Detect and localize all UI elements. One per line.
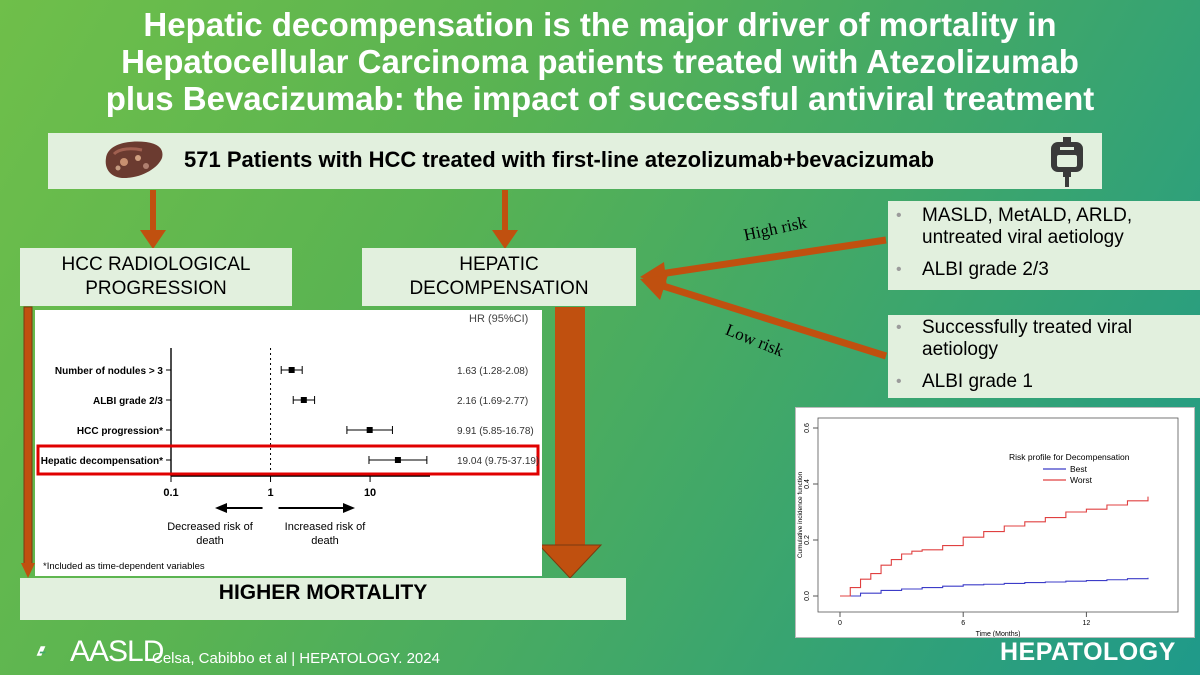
forest-hr-text: 19.04 (9.75-37.19) bbox=[457, 456, 539, 467]
radiological-progression-box: HCC RADIOLOGICAL PROGRESSION bbox=[20, 248, 292, 306]
thin-arrow-to-mortality bbox=[21, 306, 35, 578]
forest-row-label: Number of nodules > 3 bbox=[55, 366, 164, 377]
forest-x-tick-label: 10 bbox=[364, 487, 376, 499]
aasld-wordmark: AASLD bbox=[70, 635, 164, 668]
cif-frame bbox=[817, 417, 1179, 613]
decompensation-line-2: DECOMPENSATION bbox=[409, 278, 589, 299]
low-risk-item: Successfully treated viral aetiology bbox=[896, 317, 1200, 361]
forest-point bbox=[366, 427, 373, 433]
liver-image bbox=[105, 141, 163, 178]
down-arrow-to-decompensation bbox=[492, 190, 518, 249]
iv-bag-icon bbox=[1051, 137, 1083, 187]
higher-mortality-label: HIGHER MORTALITY bbox=[218, 581, 428, 604]
forest-hr-text: 9.91 (5.85-16.78) bbox=[457, 426, 534, 437]
forest-plot: HR (95%CI) 0.1 1 10 Number of nodules > 3 1.6… bbox=[35, 310, 542, 576]
cif-x-tick-label: 0 bbox=[838, 620, 842, 627]
hepatic-decompensation-box: HEPATIC DECOMPENSATION bbox=[362, 248, 636, 306]
headline-line-1: Hepatic decompensation is the major driv… bbox=[143, 6, 1057, 43]
cif-y-tick-label: 0.2 bbox=[804, 535, 811, 545]
increased-risk-label-2: death bbox=[311, 535, 339, 547]
forest-row-label: Hepatic decompensation* bbox=[41, 456, 163, 467]
cif-y-tick-label: 0.6 bbox=[804, 423, 811, 433]
forest-x-tick-label: 0.1 bbox=[163, 487, 178, 499]
higher-mortality-box: HIGHER MORTALITY bbox=[20, 578, 626, 620]
decreased-risk-label-1: Decreased risk of bbox=[167, 521, 254, 533]
patients-box: 571 Patients with HCC treated with first… bbox=[48, 133, 1102, 189]
low-risk-label: Low risk bbox=[722, 320, 787, 361]
increased-risk-arrowhead bbox=[343, 503, 355, 513]
cif-x-tick-label: 6 bbox=[961, 620, 965, 627]
forest-footnote: *Included as time-dependent variables bbox=[43, 561, 205, 572]
forest-point bbox=[394, 457, 401, 463]
patients-label: 571 Patients with HCC treated with first… bbox=[184, 147, 935, 172]
cif-x-tick-label: 12 bbox=[1083, 620, 1091, 627]
cif-series-best bbox=[840, 577, 1149, 597]
forest-row-label: ALBI grade 2/3 bbox=[93, 396, 163, 407]
cif-legend-label: Worst bbox=[1070, 475, 1093, 485]
headline: Hepatic decompensation is the major driv… bbox=[0, 6, 1200, 117]
forest-plot-svg: HR (95%CI) 0.1 1 10 Number of nodules > 3 1.6… bbox=[36, 313, 540, 572]
cif-legend-title: Risk profile for Decompensation bbox=[1009, 452, 1130, 462]
high-risk-item: ALBI grade 2/3 bbox=[896, 259, 1200, 281]
forest-row-label: HCC progression* bbox=[77, 426, 163, 437]
decreased-risk-arrowhead bbox=[215, 503, 227, 513]
headline-line-2: Hepatocellular Carcinoma patients treate… bbox=[121, 43, 1079, 80]
decompensation-line-1: HEPATIC bbox=[459, 254, 539, 275]
cif-series-worst bbox=[840, 496, 1149, 597]
headline-line-3: plus Bevacizumab: the impact of successf… bbox=[105, 80, 1095, 117]
forest-point bbox=[300, 397, 307, 403]
high-risk-arrow bbox=[640, 236, 887, 288]
low-risk-box: Successfully treated viral aetiology ALB… bbox=[888, 315, 1200, 398]
radiological-line-2: PROGRESSION bbox=[85, 278, 227, 299]
highlight-frame bbox=[36, 444, 540, 476]
forest-x-tick-label: 1 bbox=[267, 487, 273, 499]
high-risk-item: MASLD, MetALD, ARLD, untreated viral aet… bbox=[896, 205, 1200, 249]
cif-x-label: Time (Months) bbox=[976, 631, 1021, 637]
forest-point bbox=[288, 367, 295, 373]
citation: Celsa, Cabibbo et al | HEPATOLOGY. 2024 bbox=[152, 650, 440, 667]
low-risk-item: ALBI grade 1 bbox=[896, 371, 1200, 393]
journal-logo: HEPATOLOGY bbox=[1000, 638, 1176, 666]
cumulative-incidence-svg: 0 6 12 0.0 0.2 0.4 0.6 Time (Months) Cumulative … bbox=[797, 417, 1179, 638]
decreased-risk-label-2: death bbox=[196, 535, 224, 547]
cif-legend-label: Best bbox=[1070, 464, 1088, 474]
aasld-logo bbox=[36, 646, 46, 656]
big-arrow-to-mortality bbox=[537, 307, 603, 579]
cif-y-tick-label: 0.4 bbox=[804, 479, 811, 489]
high-risk-box: MASLD, MetALD, ARLD, untreated viral aet… bbox=[888, 201, 1200, 290]
high-risk-label: High risk bbox=[742, 212, 809, 245]
cumulative-incidence-chart: 0 6 12 0.0 0.2 0.4 0.6 Time (Months) Cumulative … bbox=[795, 407, 1195, 638]
increased-risk-label-1: Increased risk of bbox=[285, 521, 367, 533]
cif-y-label: Cumulative incidence function bbox=[797, 471, 804, 558]
forest-hr-text: 2.16 (1.69-2.77) bbox=[457, 396, 528, 407]
cif-y-tick-label: 0.0 bbox=[804, 591, 811, 601]
down-arrow-to-radiological bbox=[140, 190, 166, 249]
forest-header: HR (95%CI) bbox=[469, 313, 528, 325]
radiological-line-1: HCC RADIOLOGICAL bbox=[61, 254, 251, 275]
forest-hr-text: 1.63 (1.28-2.08) bbox=[457, 366, 528, 377]
